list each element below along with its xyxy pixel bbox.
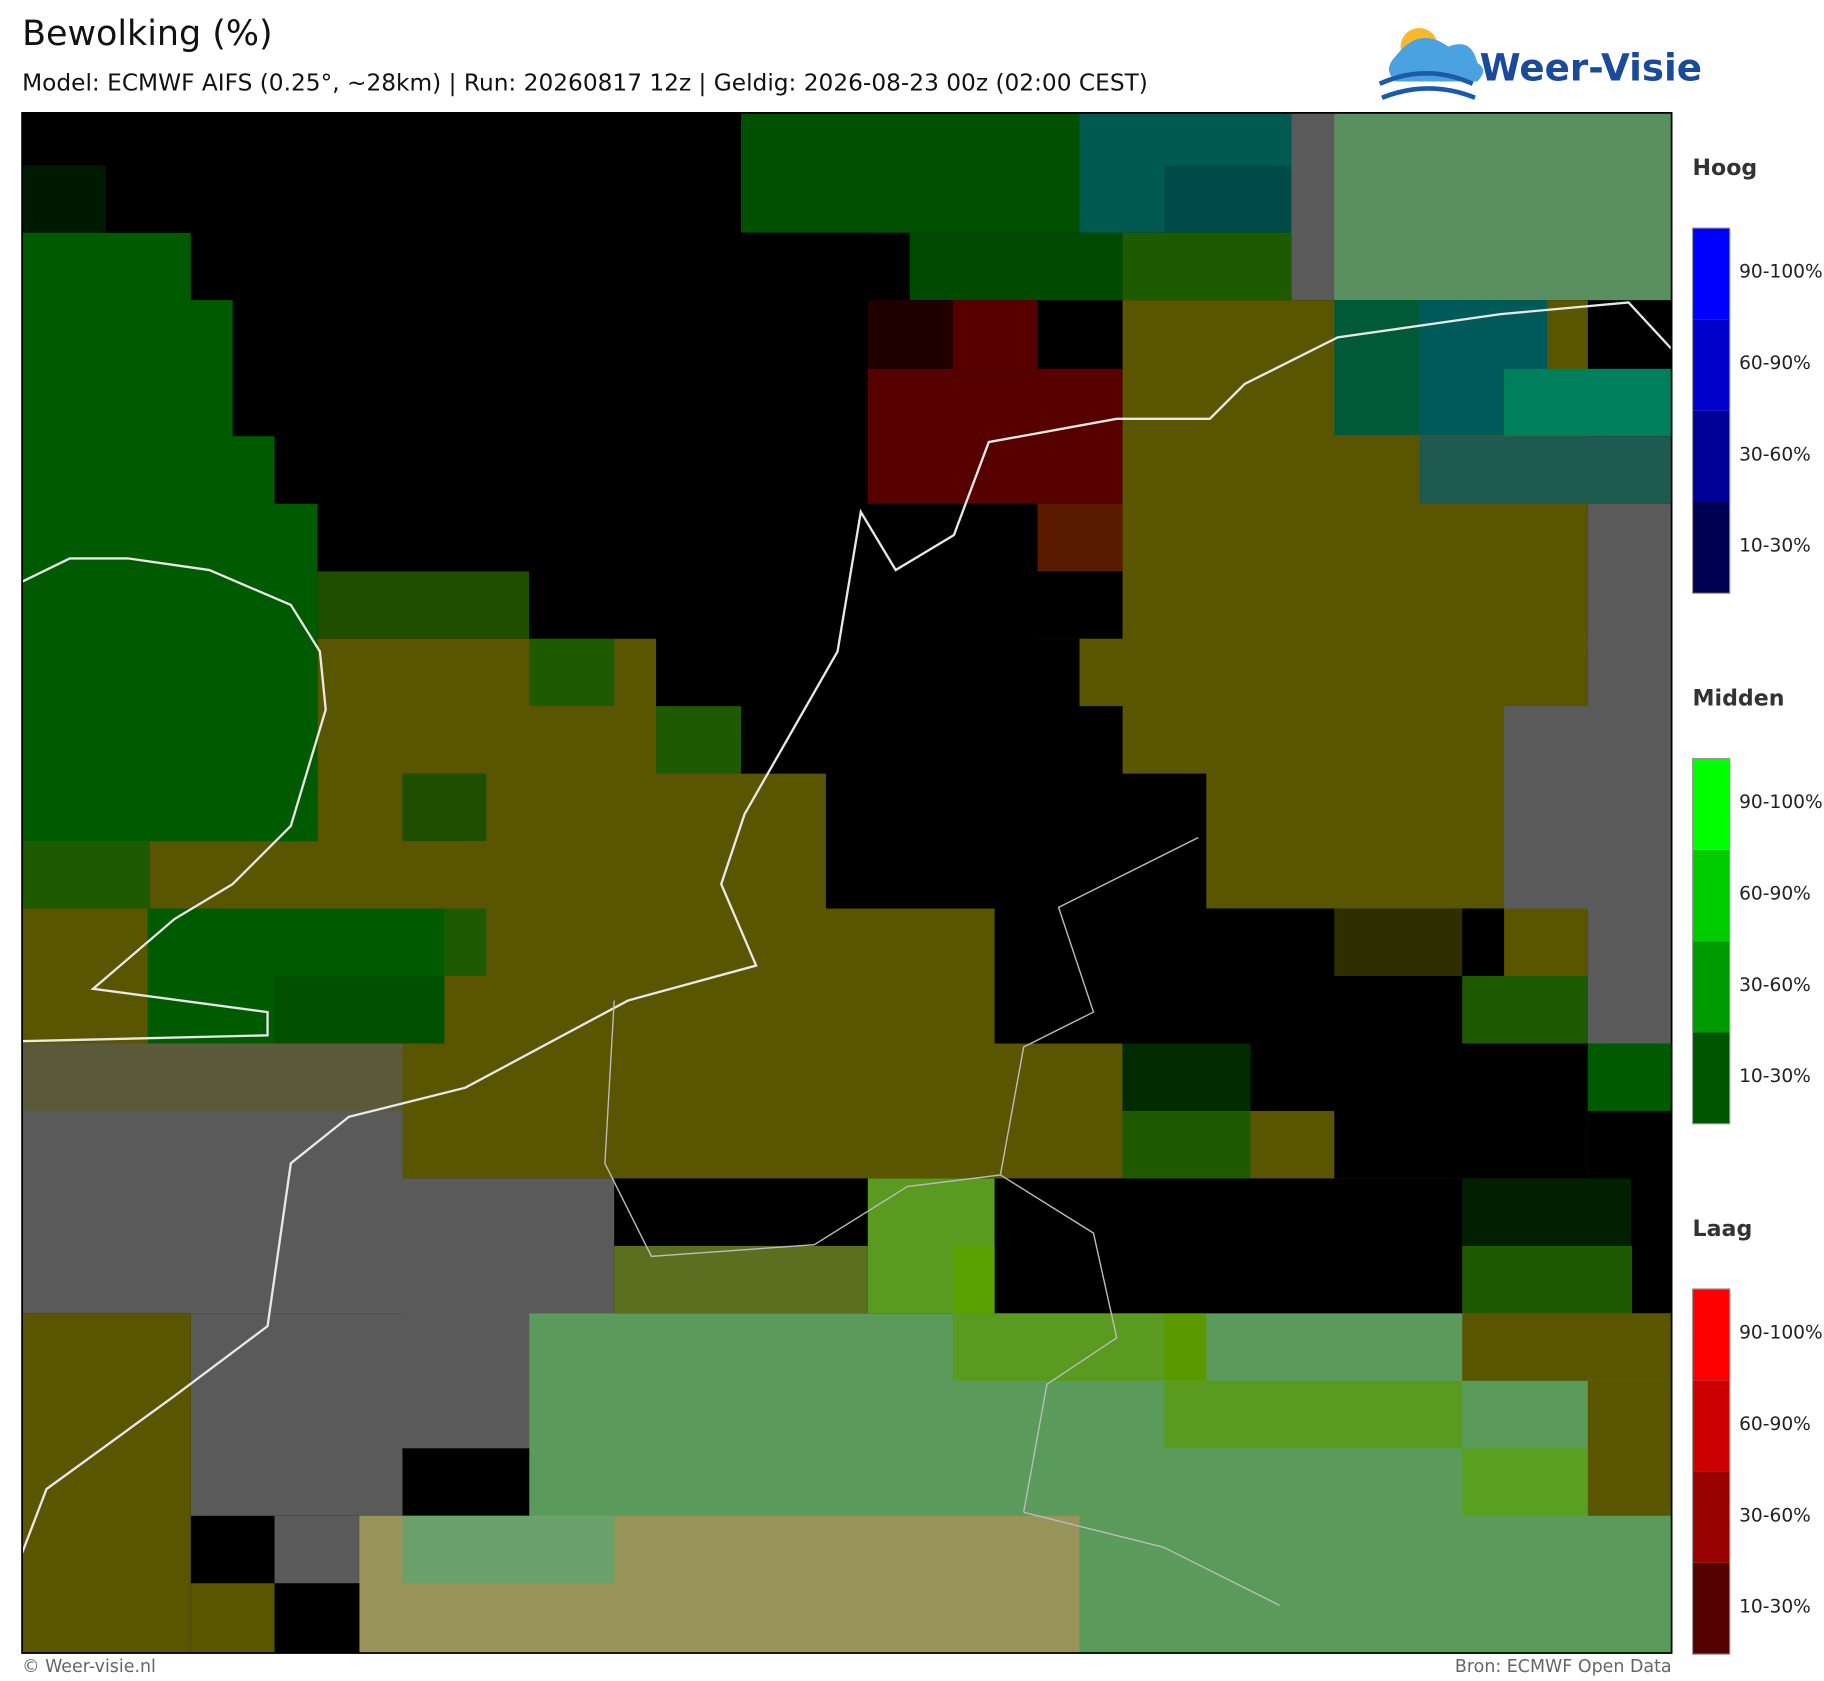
cloud-cell — [741, 112, 1080, 233]
cloud-cell — [1587, 1043, 1672, 1111]
cloud-cell — [402, 1515, 615, 1584]
legend-title: Midden — [1693, 686, 1785, 712]
legend-swatch — [1692, 410, 1730, 502]
legend-label: 60-90% — [1739, 1414, 1811, 1435]
legend-label: 60-90% — [1739, 353, 1811, 374]
map-frame — [21, 112, 1673, 1654]
legend-title: Laag — [1693, 1216, 1753, 1242]
legend-label: 10-30% — [1739, 1597, 1811, 1618]
legend-label: 10-30% — [1739, 536, 1811, 557]
cloud-cell — [1164, 1380, 1463, 1449]
cloud-cell — [444, 908, 487, 977]
legend-label: 10-30% — [1739, 1066, 1811, 1087]
subtitle: Model: ECMWF AIFS (0.25°, ~28km) | Run: … — [22, 69, 1148, 96]
cloud-cell — [1462, 1448, 1588, 1516]
cloud-cell — [1037, 503, 1123, 572]
cloud-cell — [1504, 368, 1672, 437]
logo: Weer-Visie — [1378, 27, 1702, 100]
legend-label: 30-60% — [1739, 444, 1811, 465]
cloud-cell — [190, 1313, 403, 1516]
legend-label: 30-60% — [1739, 1505, 1811, 1526]
legend-label: 60-90% — [1739, 884, 1811, 905]
cloud-cell — [867, 300, 953, 369]
cloud-cell — [1462, 1313, 1672, 1381]
title: Bewolking (%) — [22, 14, 273, 54]
cloud-cell — [867, 232, 1123, 301]
footer-left: © Weer-visie.nl — [22, 1657, 156, 1677]
cloud-cell — [317, 571, 530, 639]
map — [21, 112, 1673, 1654]
legend-swatch — [1692, 849, 1730, 942]
legend-label: 90-100% — [1739, 792, 1823, 813]
legend-swatch — [1692, 1032, 1730, 1124]
cloud-cell — [1462, 976, 1588, 1044]
cloud-cell — [1462, 1178, 1633, 1246]
cloud-cell — [274, 976, 445, 1044]
legend-swatch — [1692, 319, 1730, 411]
logo-waves — [1378, 71, 1476, 100]
legend-swatch — [1692, 1471, 1730, 1563]
cloud-cell — [1504, 706, 1672, 909]
cloud-cell — [190, 1583, 275, 1654]
border — [604, 836, 1280, 1606]
cloud-cell — [402, 773, 487, 842]
legend-frame — [1691, 1288, 1731, 1655]
cloud-cell — [952, 1245, 995, 1314]
coastline — [21, 301, 1673, 1554]
cloud-cell — [952, 1313, 1165, 1381]
legend-title: Hoog — [1693, 155, 1758, 181]
legend-swatch — [1692, 941, 1730, 1033]
cloud-cell — [614, 1245, 868, 1314]
legend-frame — [1691, 757, 1731, 1125]
cloud-cell — [1587, 1380, 1672, 1516]
legend-label: 90-100% — [1739, 1323, 1823, 1344]
cloud-cell — [1164, 165, 1292, 233]
cloud-cell — [1122, 232, 1292, 301]
logo-cloud — [1388, 38, 1484, 82]
legend-swatch — [1692, 1562, 1730, 1655]
cloud-cell — [22, 1313, 191, 1654]
legend-swatch — [1692, 1288, 1730, 1381]
cloud-cell — [1164, 1313, 1207, 1381]
footer-right: Bron: ECMWF Open Data — [1455, 1657, 1672, 1677]
legend-label: 30-60% — [1739, 975, 1811, 996]
cloud-cell — [656, 706, 741, 774]
cloud-cell — [22, 841, 151, 909]
cloud-region — [22, 112, 1588, 1179]
cloud-cell — [22, 1043, 403, 1111]
cloud-cell — [1334, 908, 1463, 977]
legend-swatch — [1692, 501, 1730, 594]
cloud-cell — [1122, 1110, 1251, 1179]
legend-label: 90-100% — [1739, 262, 1823, 283]
cloud-cell — [1419, 436, 1672, 504]
logo-text: Weer-Visie — [1480, 45, 1702, 89]
cloud-cell — [1462, 1245, 1633, 1314]
cloud-cell — [22, 165, 106, 233]
cloud-cell — [1334, 112, 1672, 301]
cloud-cell — [1630, 1178, 1672, 1246]
legend: Hoog 90-100% 60-90% 30-60% 10-30% Midden 90-10… — [1691, 155, 1823, 1655]
legend-swatch — [1692, 758, 1730, 850]
cloud-cell — [867, 368, 1123, 504]
legend-swatch — [1692, 228, 1730, 320]
cloud-cell — [22, 1110, 403, 1314]
cloud-cell — [529, 638, 615, 707]
legend-swatch — [1692, 1380, 1730, 1472]
cloud-cell — [952, 300, 1038, 369]
legend-frame — [1691, 227, 1731, 594]
